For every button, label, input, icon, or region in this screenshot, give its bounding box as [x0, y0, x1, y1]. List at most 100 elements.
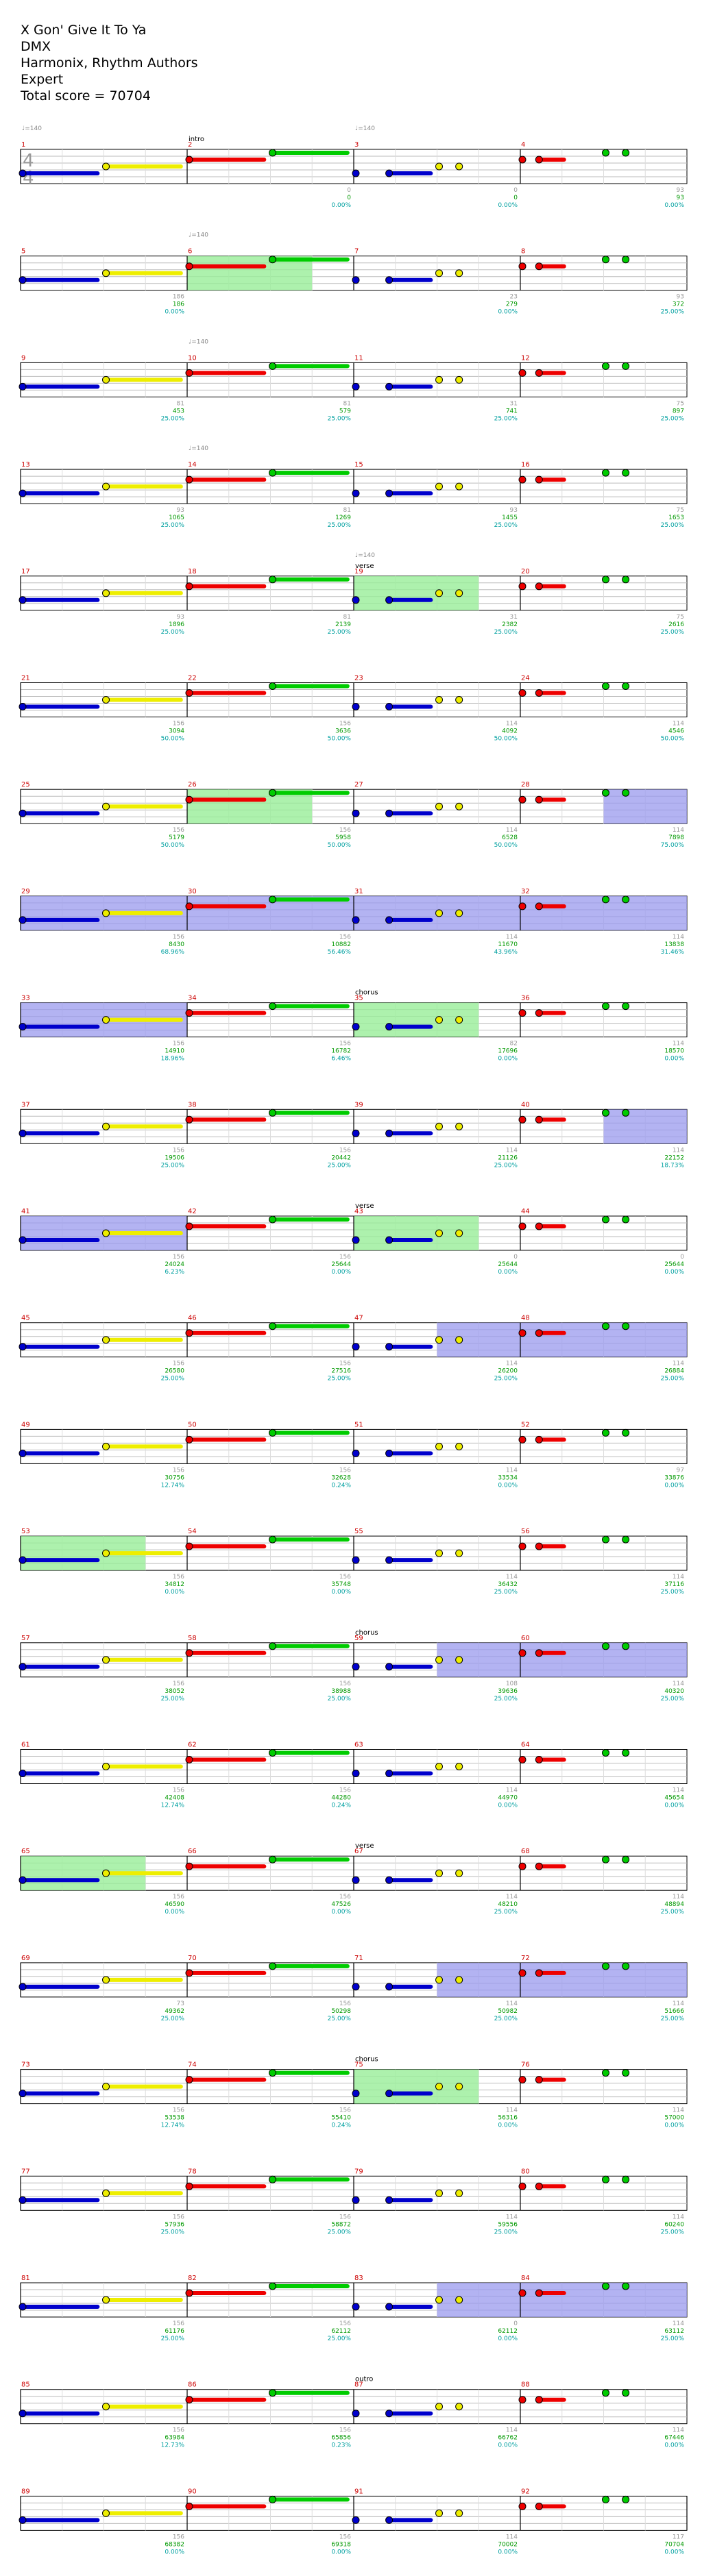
- score-value: 11670: [498, 941, 518, 948]
- measure-number: 56: [521, 1528, 530, 1535]
- note-gem: [102, 1442, 110, 1450]
- measure-number: 29: [21, 888, 30, 895]
- star-power-active: [603, 789, 687, 824]
- note-gem: [535, 582, 543, 591]
- score-value: 25644: [331, 1261, 351, 1268]
- percent-value: 50.00%: [494, 736, 518, 743]
- combo-value: 93: [510, 507, 518, 514]
- note-gem: [455, 162, 463, 171]
- score-value: 18570: [664, 1048, 684, 1055]
- note-gem: [535, 1756, 543, 1763]
- percent-value: 12.74%: [161, 2122, 185, 2129]
- percent-value: 25.00%: [494, 629, 518, 636]
- percent-value: 25.00%: [661, 1909, 685, 1916]
- note-gem: [435, 1016, 443, 1024]
- combo-value: 114: [506, 2427, 518, 2434]
- note-gem: [455, 2509, 463, 2517]
- note-gem: [535, 2182, 543, 2190]
- note-gem: [602, 789, 609, 797]
- score-value: 93: [677, 195, 684, 201]
- percent-value: 68.96%: [161, 949, 185, 956]
- note-gem: [185, 369, 193, 377]
- percent-value: 0.00%: [165, 1589, 184, 1596]
- note-gem: [622, 2282, 630, 2290]
- note-gem: [269, 2069, 276, 2077]
- note-gem: [622, 362, 630, 370]
- measure-number: 6: [188, 248, 192, 256]
- note-gem: [518, 795, 526, 804]
- note-gem: [385, 2410, 394, 2418]
- measure-number: 54: [188, 1528, 197, 1535]
- score-value: 47526: [331, 1901, 351, 1908]
- note-gem: [435, 1976, 443, 1984]
- score-value: 3094: [169, 728, 184, 735]
- note-gem: [535, 1969, 543, 1977]
- measure-number: 57: [21, 1635, 30, 1642]
- note-gem: [535, 475, 543, 484]
- combo-value: 97: [677, 1467, 684, 1474]
- note-gem: [622, 2175, 630, 2183]
- note-gem: [435, 1869, 443, 1877]
- note-gem: [19, 2303, 27, 2311]
- combo-value: 114: [506, 1574, 518, 1581]
- section-label: chorus: [355, 2056, 378, 2064]
- combo-value: 114: [673, 827, 684, 834]
- note-gem: [269, 789, 276, 797]
- combo-value: 93: [177, 614, 184, 621]
- note-gem: [352, 1343, 360, 1351]
- note-gem: [518, 2182, 526, 2190]
- note-gem: [435, 2509, 443, 2517]
- note-gem: [518, 1862, 526, 1870]
- note-gem: [535, 1649, 543, 1657]
- measure-number: 86: [188, 2381, 197, 2389]
- combo-value: 31: [510, 614, 518, 621]
- note-gem: [535, 1222, 543, 1230]
- note-gem: [518, 475, 526, 484]
- combo-value: 156: [173, 1041, 184, 1048]
- score-value: 61176: [165, 2328, 184, 2335]
- note-gem: [19, 2196, 27, 2204]
- combo-value: 156: [173, 1254, 184, 1261]
- note-gem: [518, 2076, 526, 2084]
- measure-number: 83: [354, 2275, 363, 2282]
- note-gem: [185, 1329, 193, 1337]
- note-gem: [102, 1656, 110, 1664]
- note-gem: [19, 2090, 27, 2098]
- percent-value: 25.00%: [661, 2336, 685, 2342]
- percent-value: 0.00%: [331, 202, 351, 209]
- combo-value: 114: [506, 1147, 518, 1154]
- score-value: 4546: [668, 728, 684, 735]
- measure-number: 64: [521, 1742, 530, 1749]
- combo-value: 114: [506, 934, 518, 941]
- combo-value: 114: [673, 1041, 684, 1048]
- note-gem: [102, 375, 110, 384]
- note-gem: [269, 2282, 276, 2290]
- measure-number: 78: [188, 2168, 197, 2175]
- percent-value: 0.00%: [664, 1482, 684, 1489]
- note-gem: [102, 802, 110, 810]
- score-value: 10882: [331, 941, 351, 948]
- score-value: 2382: [502, 621, 518, 628]
- measure-number: 41: [21, 1208, 30, 1215]
- percent-value: 0.00%: [498, 2442, 518, 2449]
- note-gem: [185, 156, 193, 164]
- score-value: 2139: [335, 621, 351, 628]
- note-gem: [518, 1009, 526, 1017]
- combo-value: 114: [506, 2214, 518, 2220]
- measure-number: 88: [521, 2381, 530, 2389]
- note-gem: [352, 1236, 360, 1244]
- note-gem: [622, 1535, 630, 1544]
- combo-value: 156: [173, 1361, 184, 1367]
- note-gem: [102, 482, 110, 491]
- note-gem: [602, 1749, 609, 1757]
- score-value: 56316: [498, 2115, 518, 2122]
- combo-value: 114: [673, 1147, 684, 1154]
- tempo-marker: ♩=140: [355, 552, 375, 559]
- score-value: 8430: [169, 941, 184, 948]
- score-value: 62112: [498, 2328, 518, 2335]
- percent-value: 25.00%: [161, 522, 185, 529]
- score-value: 897: [673, 408, 684, 414]
- note-gem: [518, 1756, 526, 1763]
- note-gem: [435, 375, 443, 384]
- section-label: verse: [355, 562, 374, 570]
